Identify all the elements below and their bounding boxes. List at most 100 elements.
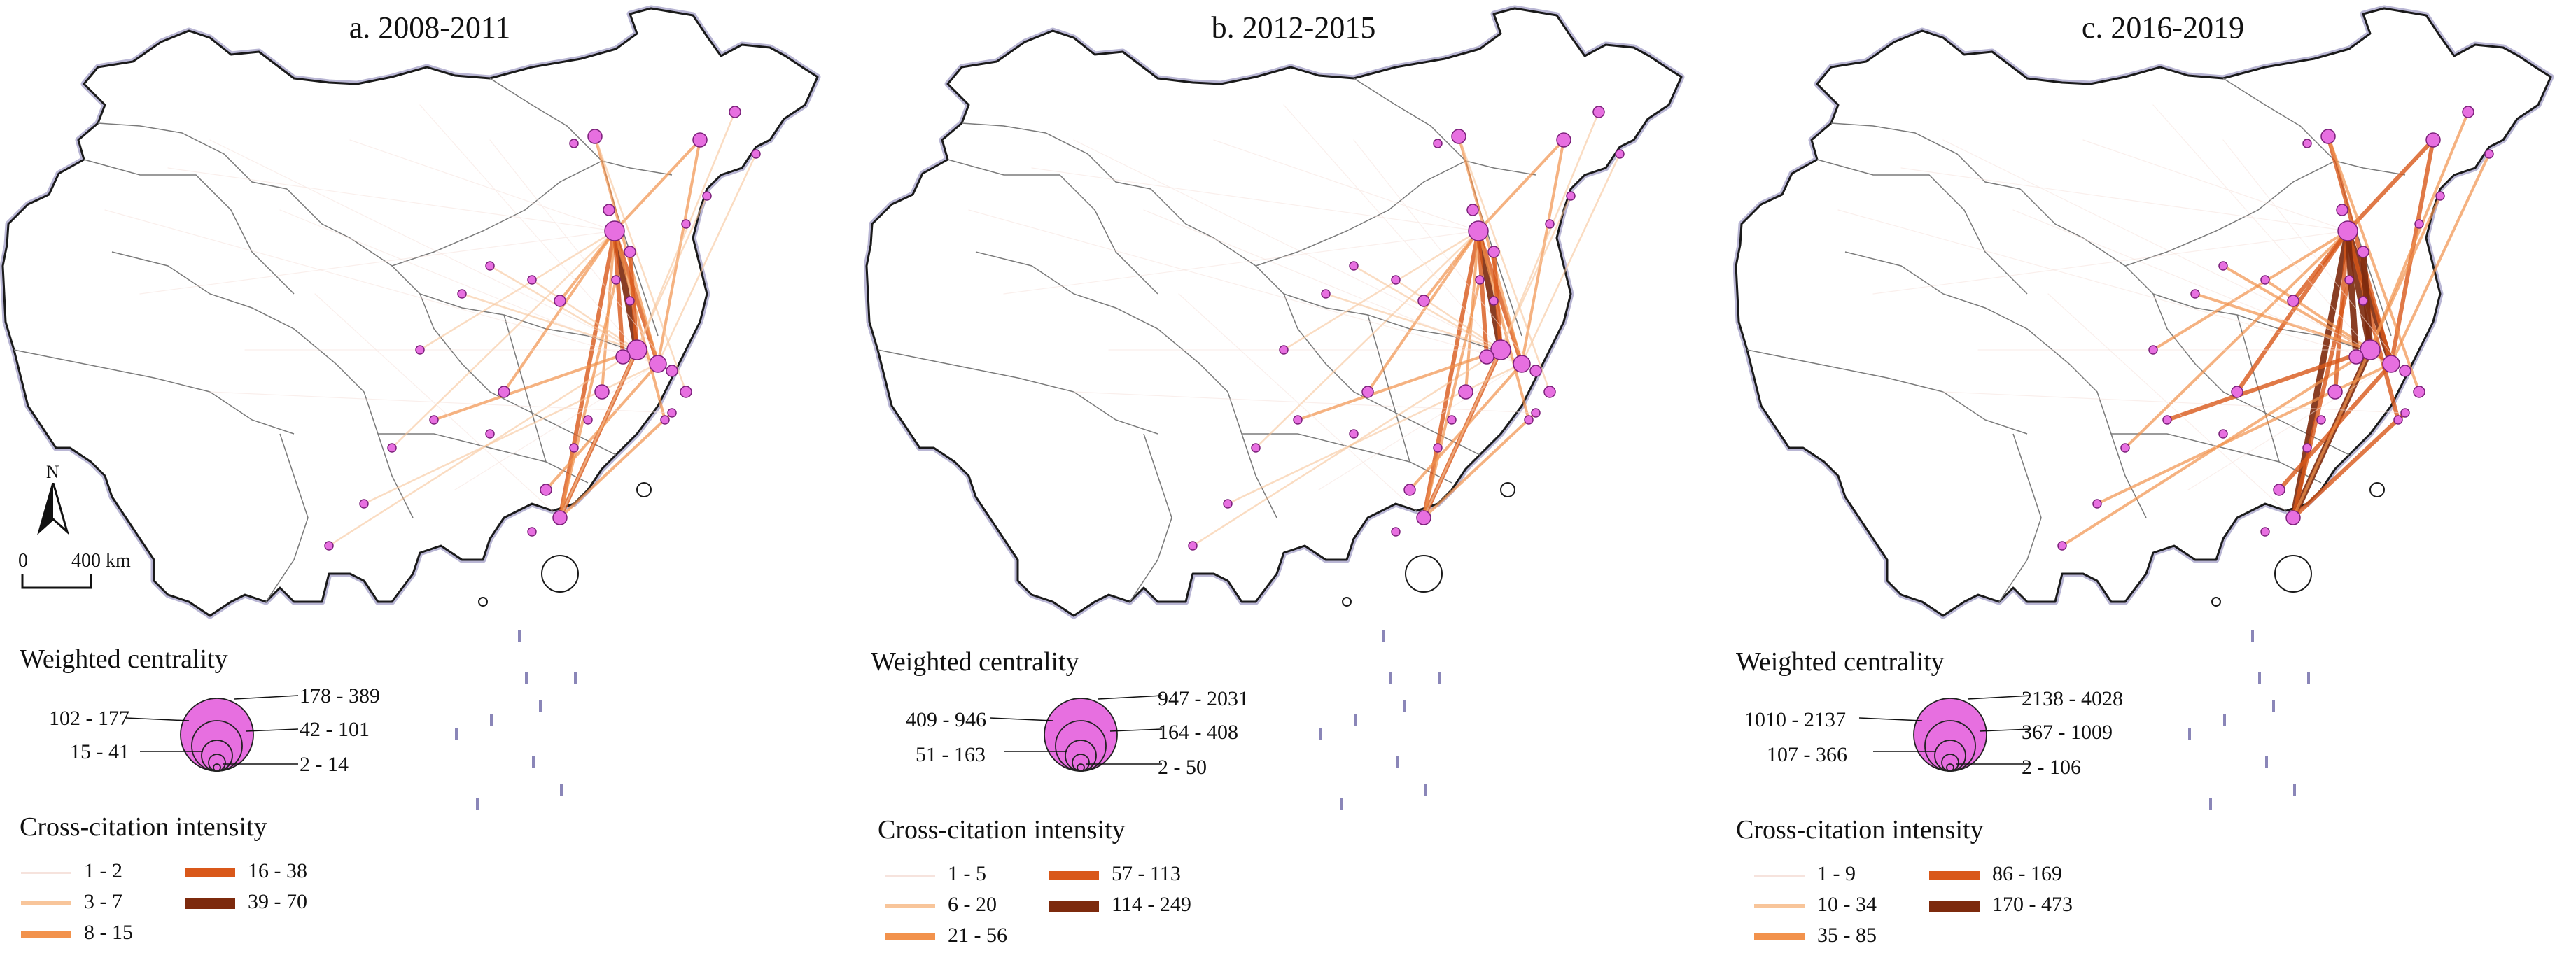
city-node <box>611 275 621 285</box>
city-node <box>666 365 678 377</box>
citation-link <box>349 139 615 232</box>
citation-link <box>1837 209 2392 365</box>
province-boundary <box>1129 433 1172 602</box>
city-node <box>680 386 692 398</box>
province-boundary <box>947 159 1158 295</box>
centrality-circle <box>1946 763 1954 772</box>
intensity-class-5-b: 114 - 249 <box>1049 893 1191 917</box>
city-node <box>603 204 615 216</box>
city-node <box>2148 345 2158 355</box>
citation-link <box>1422 229 1480 520</box>
citation-link <box>612 229 625 359</box>
city-node <box>2218 261 2228 271</box>
intensity-class-5-a: 39 - 70 <box>185 890 307 914</box>
city-node <box>1433 139 1443 148</box>
island <box>478 597 488 607</box>
city-node <box>2302 443 2312 453</box>
centrality-class-2-b: 409 - 946 <box>906 708 986 731</box>
intensity-class-3-c: 35 - 85 <box>1754 924 1877 947</box>
intensity-swatch <box>1754 933 1805 941</box>
intensity-class-4-b: 57 - 113 <box>1049 862 1181 886</box>
citation-link <box>314 293 561 518</box>
centrality-legend-symbol <box>1858 695 2032 772</box>
city-node <box>485 429 495 439</box>
centrality-circle <box>213 763 221 772</box>
centrality-class-1-b: 947 - 2031 <box>1158 687 1249 710</box>
city-node <box>2399 365 2412 377</box>
centrality-class-5-a: 2 - 14 <box>300 753 349 776</box>
city-node <box>2120 443 2130 453</box>
city-node <box>702 191 712 201</box>
sea-boundary-dash <box>518 630 521 642</box>
panel-a: a. 2008-2011 N 0 400 km Weighted central… <box>0 0 858 974</box>
intensity-swatch <box>21 931 71 938</box>
city-node <box>1544 386 1556 398</box>
intensity-label: 8 - 15 <box>84 921 133 944</box>
city-node <box>387 443 397 453</box>
centrality-leader-line <box>234 695 299 700</box>
citation-link <box>1457 135 1551 393</box>
intensity-swatch <box>1929 870 1980 880</box>
centrality-class-4-a: 15 - 41 <box>70 740 130 763</box>
centrality-class-2-c: 1010 - 2137 <box>1744 708 1846 731</box>
citation-link <box>2124 230 2349 449</box>
north-arrow-icon <box>37 483 69 535</box>
province-boundary <box>83 159 295 295</box>
province-boundary <box>265 433 309 602</box>
city-node <box>1524 415 1534 425</box>
sea-boundary-dash <box>532 756 535 768</box>
city-node <box>2348 349 2364 365</box>
province-boundary <box>1242 433 1452 484</box>
city-node <box>1479 349 1494 365</box>
intensity-swatch <box>885 933 935 941</box>
sea-boundary-dash <box>2293 784 2296 796</box>
citation-link <box>2012 209 2392 365</box>
sea-boundary-dash <box>1319 728 1322 740</box>
intensity-swatch <box>1049 870 1099 880</box>
intensity-class-5-c: 170 - 473 <box>1929 893 2073 917</box>
land-layer <box>0 5 821 810</box>
citation-link <box>391 230 616 449</box>
intensity-class-1-b: 1 - 5 <box>885 862 986 886</box>
city-node <box>604 220 625 241</box>
province-boundary <box>975 251 1200 365</box>
centrality-class-4-b: 51 - 163 <box>916 743 986 766</box>
citation-link <box>1296 348 1502 421</box>
sea-boundary-dash <box>476 798 479 810</box>
city-node <box>2316 415 2326 425</box>
city-node <box>1468 220 1489 241</box>
citation-link <box>1394 278 1502 351</box>
citation-link <box>657 153 757 365</box>
centrality-leader-line <box>246 728 299 732</box>
city-node <box>1531 408 1541 418</box>
sea-boundary-dash <box>2188 728 2191 740</box>
city-node <box>569 139 579 148</box>
citation-link <box>1499 111 1600 351</box>
citation-link <box>968 209 1522 365</box>
province-boundary <box>1353 78 1536 176</box>
city-node <box>1404 484 1416 496</box>
citation-link <box>558 229 617 520</box>
city-node <box>1545 219 1555 229</box>
sea-boundary-dash <box>1354 714 1357 726</box>
sea-boundary-dash <box>2265 756 2268 768</box>
citation-link <box>2222 139 2406 372</box>
citation-link <box>1520 153 1621 365</box>
intensity-label: 16 - 38 <box>248 859 307 882</box>
city-node <box>624 246 636 258</box>
province-boundary <box>877 349 1158 435</box>
sea-boundary-dash <box>574 672 577 684</box>
city-node <box>552 510 568 525</box>
city-node <box>1490 339 1511 360</box>
province-boundary <box>2124 160 2336 267</box>
city-node <box>1416 510 1432 525</box>
citation-link <box>419 104 638 351</box>
city-node <box>587 129 603 144</box>
city-node <box>2302 139 2312 148</box>
intensity-swatch <box>1754 874 1805 877</box>
citation-link <box>489 139 673 372</box>
city-node <box>2328 384 2343 400</box>
intensity-class-2-b: 6 - 20 <box>885 893 997 917</box>
scale-zero-label: 0 <box>18 550 28 572</box>
citation-link <box>2291 411 2407 520</box>
